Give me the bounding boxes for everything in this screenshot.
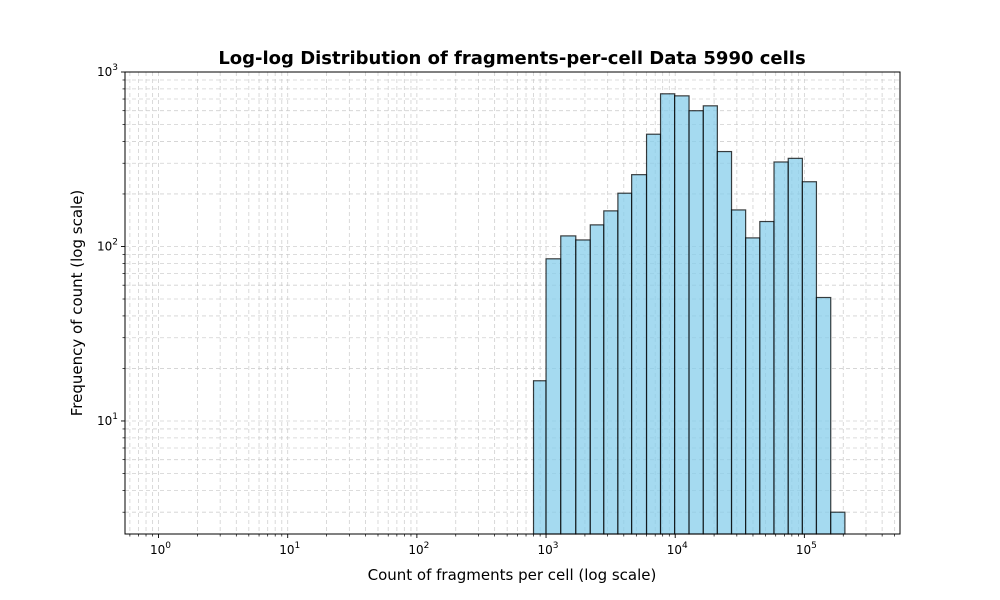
histogram-bar (830, 511, 846, 535)
x-tick-label: 100 (150, 541, 171, 557)
histogram-bar (773, 161, 789, 535)
histogram-bars (532, 93, 846, 535)
axis-tick-labels: 100 101 102 103 104 105 101 102 103 (97, 63, 817, 557)
histogram-bar (674, 95, 690, 535)
x-tick-label: 102 (408, 541, 429, 557)
x-tick-label: 103 (538, 541, 559, 557)
histogram-bar (702, 105, 718, 535)
x-axis-label: Count of fragments per cell (log scale) (368, 566, 657, 584)
histogram-bar (603, 210, 619, 535)
histogram-bar (589, 224, 605, 535)
histogram-bar (688, 110, 704, 535)
histogram-bar (545, 258, 562, 535)
y-tick-label: 103 (97, 63, 118, 79)
histogram-bar (759, 220, 775, 535)
histogram-bar (745, 237, 761, 535)
histogram-bar (815, 296, 832, 535)
x-tick-label: 105 (796, 541, 817, 557)
axis-ticks (121, 71, 896, 538)
histogram-bar (532, 380, 547, 535)
x-tick-label: 104 (667, 541, 688, 557)
histogram-bar (617, 192, 633, 535)
histogram-bar (645, 133, 662, 535)
y-tick-label: 101 (97, 412, 118, 428)
x-tick-label: 101 (279, 541, 300, 557)
chart-title: Log-log Distribution of fragments-per-ce… (218, 48, 805, 69)
histogram-bar (801, 181, 818, 535)
histogram-bar (560, 235, 577, 535)
y-tick-label: 102 (97, 237, 118, 253)
histogram-bar (575, 239, 591, 535)
histogram-bar (787, 157, 803, 535)
plot-frame (124, 71, 901, 535)
histogram-bar (730, 209, 747, 535)
histogram-bar (659, 93, 676, 535)
histogram-bar (631, 174, 648, 535)
histogram-bar (716, 150, 733, 535)
y-axis-label: Frequency of count (log scale) (68, 190, 86, 417)
